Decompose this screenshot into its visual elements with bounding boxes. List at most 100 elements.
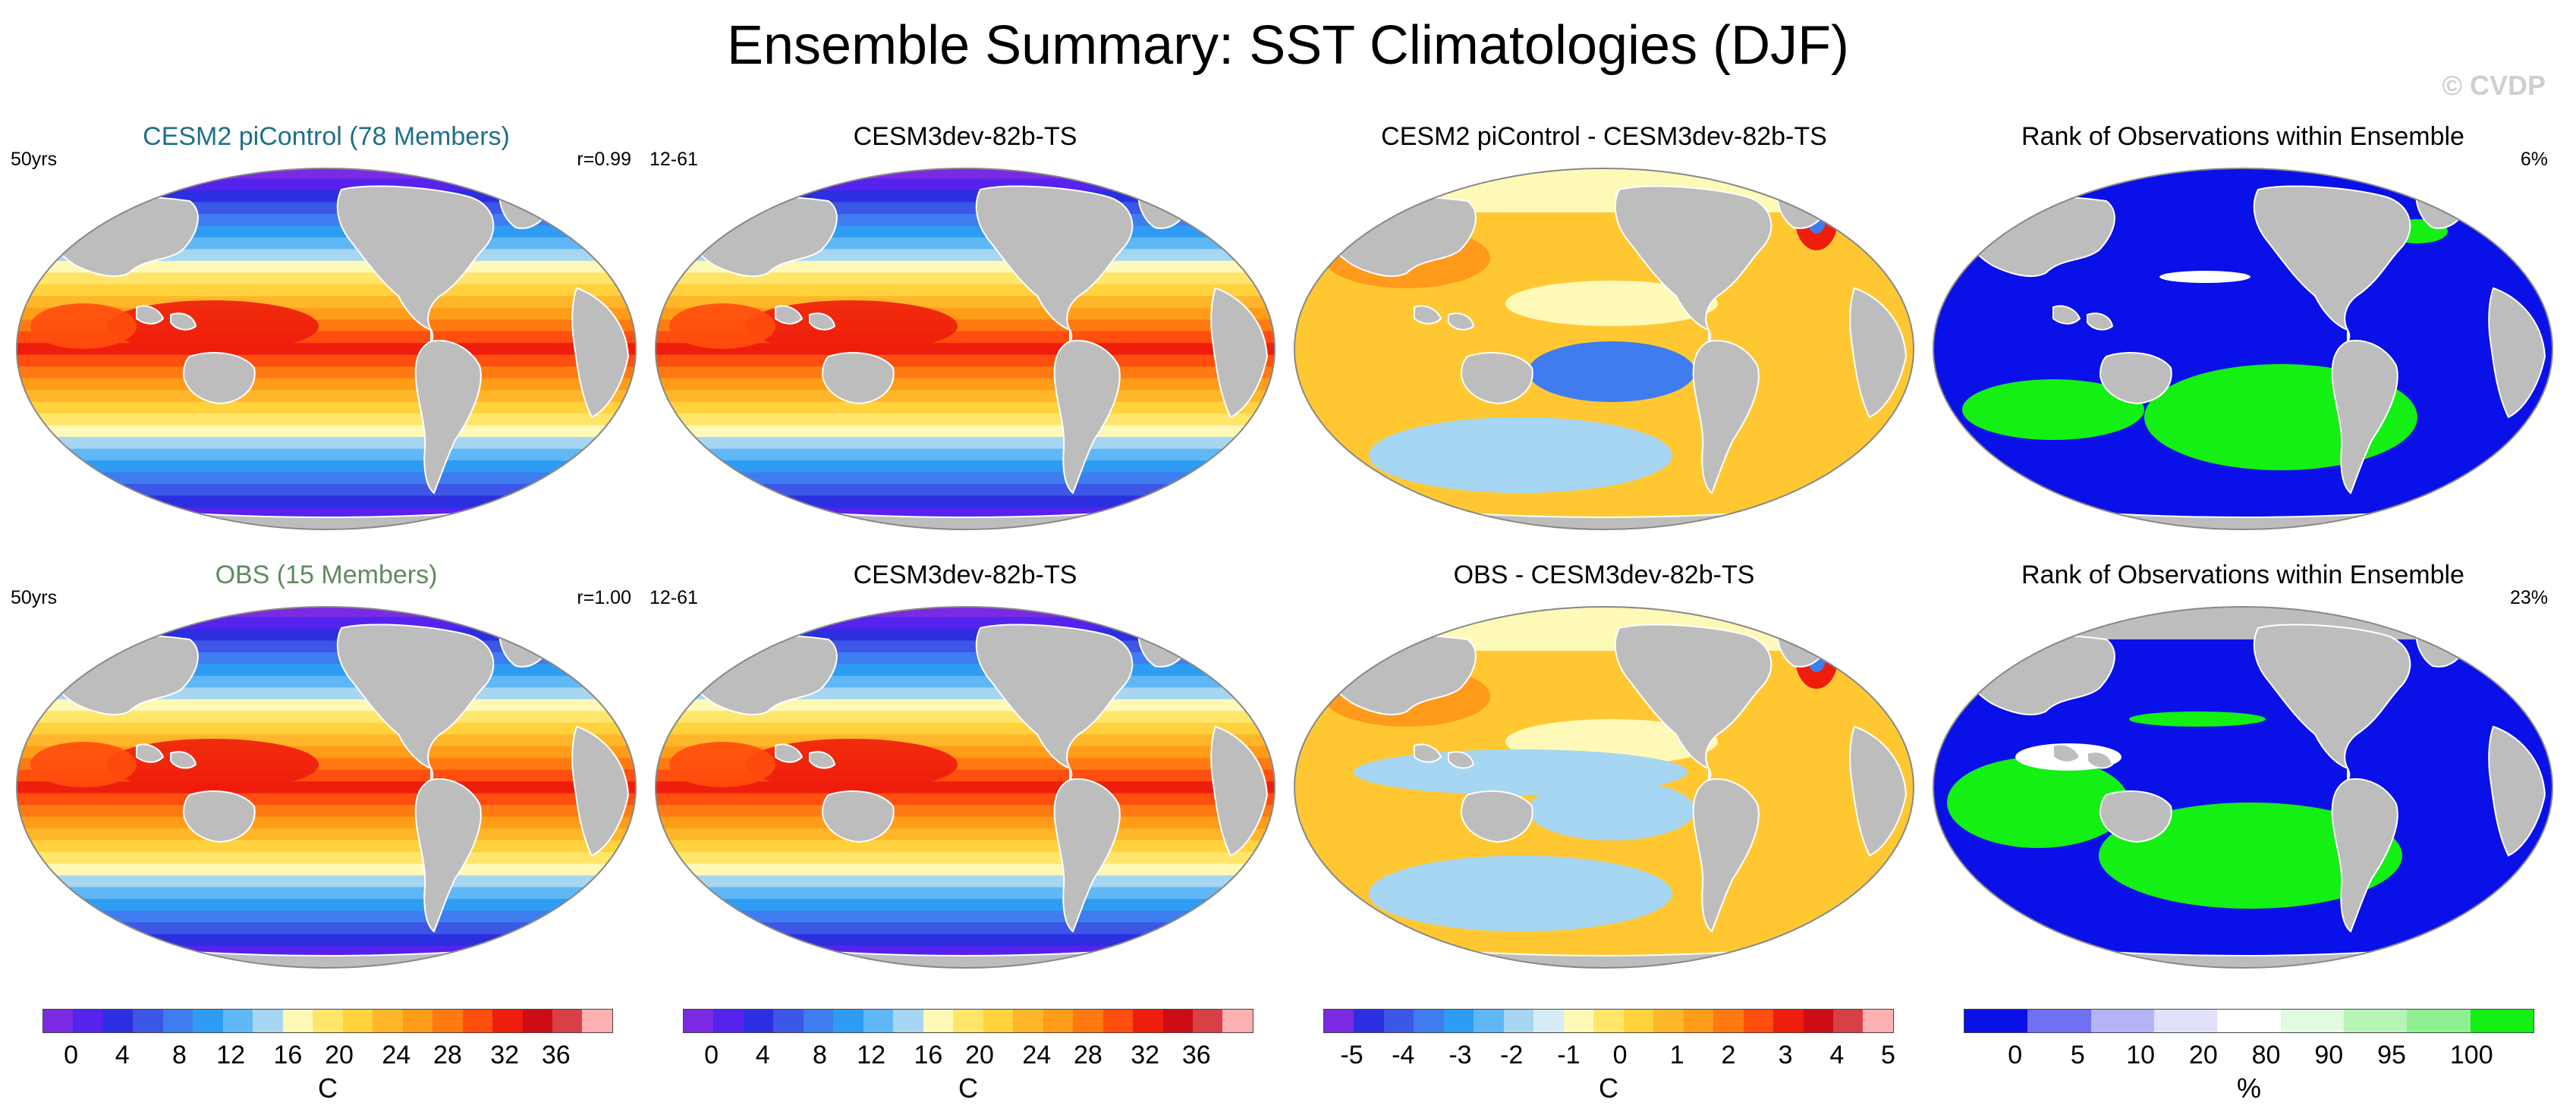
sst-map [655, 606, 1275, 969]
land-mass [975, 185, 1134, 331]
rank-green-indian [1962, 379, 2144, 440]
colorbar-swatch [43, 1010, 74, 1032]
land-mass [975, 623, 1134, 770]
colorbar-swatch [2343, 1010, 2408, 1032]
colorbar-diff: -5 -4 -3 -2 -1 0 1 2 3 4 5 C [1323, 1009, 1895, 1115]
colorbar-swatch [1013, 1010, 1043, 1032]
sst-band [17, 460, 636, 473]
sst-band [656, 899, 1275, 912]
colorbar-tick-label: 16 [914, 1041, 943, 1069]
colorbar-swatch [282, 1010, 313, 1032]
panel-obs-minus-cesm3dev: OBS - CESM3dev-82b-TS [1285, 560, 1923, 985]
sst-band [656, 887, 1275, 900]
land-mass [182, 790, 256, 843]
colorbar-swatch [863, 1010, 894, 1032]
panel-title: CESM3dev-82b-TS [853, 122, 1077, 151]
panel-cesm3dev-climatology: CESM3dev-82b-TS 12-61 [646, 121, 1284, 546]
difference-map [1294, 168, 1914, 530]
sst-band [17, 910, 636, 924]
land-mass [821, 790, 895, 843]
colorbar-swatch [1383, 1010, 1414, 1032]
colorbar-tick-label: 100 [2449, 1041, 2493, 1069]
sst-band [17, 722, 636, 736]
sst-band [656, 401, 1275, 415]
sst-band [17, 711, 636, 724]
colorbar-units: C [958, 1073, 978, 1104]
colorbar-swatch [1863, 1010, 1893, 1032]
sst-band [17, 793, 636, 806]
colorbar-swatch [1623, 1010, 1654, 1032]
sst-map [16, 606, 637, 969]
colorbar-tick-label: 28 [432, 1041, 462, 1069]
sst-band [17, 495, 636, 509]
land-mass [1708, 765, 1712, 782]
map-outline [16, 606, 637, 969]
sst-band [656, 699, 1275, 712]
panel-title: CESM3dev-82b-TS [853, 561, 1077, 589]
map-content [1294, 168, 1914, 529]
sst-band [17, 840, 636, 853]
land-mass [336, 185, 495, 331]
land-mass [2488, 287, 2546, 419]
indian-ocean-warm [669, 742, 775, 787]
indian-ocean-warm [30, 742, 137, 787]
colorbar-swatch [743, 1010, 774, 1032]
rank-green-band [2129, 711, 2266, 727]
sst-band [656, 366, 1275, 379]
colorbar-swatch [1533, 1010, 1564, 1032]
land-mass [136, 743, 165, 763]
land-mass [2087, 313, 2114, 331]
colorbar-swatch [2407, 1010, 2471, 1032]
diff-neutral-band [1505, 281, 1718, 326]
colorbar-tick-label: 24 [382, 1041, 411, 1069]
panel-left-label: 50yrs [11, 587, 58, 608]
sst-band [17, 805, 636, 818]
colorbar-swatch [1743, 1010, 1774, 1032]
sst-map [16, 168, 637, 530]
colorbar-swatch [402, 1010, 433, 1032]
colorbar-rank: 0 5 10 20 80 90 95 100% [1964, 1009, 2534, 1115]
sst-band [17, 354, 636, 368]
colorbar-tick-label: 5 [2070, 1041, 2085, 1069]
map-outline [1933, 168, 2553, 530]
land-mass [1414, 305, 1442, 325]
sst-band [17, 828, 636, 841]
sst-band [656, 460, 1275, 473]
colorbar-tick-label: 0 [2008, 1041, 2023, 1069]
colorbar-swatch [432, 1010, 463, 1032]
colorbar-swatch [373, 1010, 403, 1032]
land-mass [1069, 327, 1073, 344]
land-mass [571, 725, 630, 857]
land-mass [170, 751, 197, 769]
sst-band [17, 899, 636, 912]
colorbar-swatch [1832, 1010, 1864, 1032]
rank-map [1933, 606, 2553, 969]
sst-band [17, 875, 636, 888]
colorbar-swatch [313, 1010, 343, 1032]
colorbar-tick-label: 16 [273, 1041, 303, 1069]
sst-band [656, 922, 1275, 935]
panel-cesm2-minus-cesm3dev: CESM2 piControl - CESM3dev-82b-TS [1285, 121, 1923, 546]
rank-green-region [2099, 802, 2402, 909]
colorbar-swatch [133, 1010, 163, 1032]
colorbar-swatch [923, 1010, 954, 1032]
colorbar-swatch [953, 1010, 983, 1032]
sst-band [17, 699, 636, 712]
colorbar-tick-label: -3 [1448, 1041, 1472, 1069]
panel-title: CESM2 piControl (78 Members) [143, 122, 510, 151]
map-content [17, 168, 636, 529]
colorbar-swatch [73, 1010, 103, 1032]
colorbar-tick-label: 32 [1131, 1041, 1160, 1069]
colorbar-tick-label: 0 [704, 1041, 719, 1069]
land-mass [2331, 340, 2398, 495]
sst-band [17, 390, 636, 403]
diff-equatorial-cool [1354, 749, 1687, 795]
indian-ocean-warm [669, 303, 775, 349]
sst-band [17, 378, 636, 391]
colorbar-swatch [1222, 1010, 1253, 1032]
colorbar-swatch [1713, 1010, 1744, 1032]
map-outline [1294, 168, 1914, 530]
land-mass [2099, 352, 2172, 405]
panel-right-label: 6% [2520, 149, 2548, 170]
sst-band [17, 863, 636, 877]
